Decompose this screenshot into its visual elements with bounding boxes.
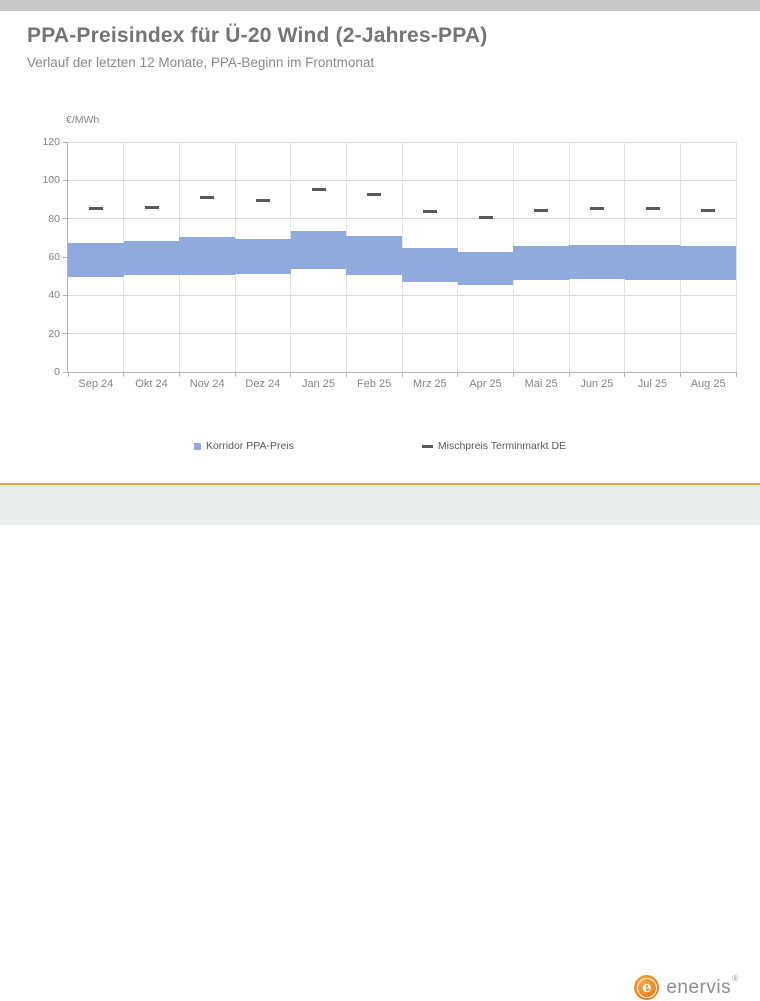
x-axis-tick [735, 372, 737, 377]
gridline-vertical [735, 142, 737, 372]
y-tick-label: 20 [48, 327, 60, 340]
corridor-band [569, 244, 625, 280]
x-tick-label: Feb 25 [357, 378, 392, 390]
x-axis-tick [512, 372, 514, 377]
x-tick-label: Jul 25 [637, 378, 668, 390]
x-axis-tick [679, 372, 681, 377]
orange-divider-line [0, 483, 760, 485]
x-axis-tick [234, 372, 236, 377]
mischpreis-dash [645, 206, 660, 210]
mischpreis-dash [144, 205, 159, 209]
corridor-band [290, 231, 347, 270]
legend-item-corridor: Korridor PPA-Preis [193, 440, 294, 452]
x-tick-label: Sep 24 [78, 378, 114, 390]
x-axis-tick [345, 372, 347, 377]
mischpreis-dash [589, 206, 604, 210]
page-title: PPA-Preisindex für Ü-20 Wind (2-Jahres-P… [27, 24, 488, 47]
x-axis-tick [457, 372, 459, 377]
y-axis-tick [63, 256, 68, 258]
y-axis-tick [63, 141, 68, 143]
logo-text: enervis [666, 977, 732, 998]
x-axis-tick [178, 372, 180, 377]
legend-label-mischpreis: Mischpreis Terminmarkt DE [437, 440, 567, 452]
footer: e enervis ® [0, 485, 760, 1000]
x-axis-tick [568, 372, 570, 377]
mischpreis-dash [367, 193, 382, 197]
x-tick-label: Jun 25 [580, 378, 614, 390]
mischpreis-dash [422, 209, 437, 213]
corridor-band [513, 245, 569, 280]
y-axis-tick [63, 333, 68, 335]
corridor-band [680, 246, 736, 280]
x-tick-label: Jan 25 [301, 378, 335, 390]
x-tick-label: Aug 25 [690, 378, 726, 390]
mischpreis-dash [255, 198, 270, 202]
x-axis-tick [624, 372, 626, 377]
corridor-band [235, 238, 291, 275]
x-axis-tick [67, 372, 69, 377]
enervis-logo: e enervis ® [634, 974, 738, 1001]
x-tick-label: Dez 24 [245, 378, 281, 390]
top-bar [0, 0, 760, 11]
registered-trademark-symbol: ® [732, 974, 738, 983]
corridor-band [346, 235, 402, 276]
mischpreis-dash [701, 208, 716, 212]
x-axis-tick [401, 372, 403, 377]
x-tick-label: Mai 25 [524, 378, 558, 390]
plot-area: 0 20 40 60 80 100 120 Sep 24 Okt 24 Nov 24 Dez 24 J… [42, 136, 737, 390]
page-subtitle: Verlauf der letzten 12 Monate, PPA-Begin… [27, 55, 375, 70]
corridor-band [123, 240, 180, 276]
corridor-band [624, 244, 681, 280]
header: PPA-Preisindex für Ü-20 Wind (2-Jahres-P… [27, 24, 487, 70]
x-axis-tick [290, 372, 292, 377]
corridor-band [179, 236, 235, 276]
legend-label-corridor: Korridor PPA-Preis [205, 440, 294, 452]
mischpreis-dash [534, 208, 549, 212]
x-tick-label: Okt 24 [135, 378, 168, 390]
x-tick-label: Apr 25 [469, 378, 502, 390]
x-tick-label: Nov 24 [189, 378, 225, 390]
corridor-band [402, 248, 458, 282]
corridor-band [68, 242, 124, 278]
mischpreis-dash [88, 206, 103, 210]
y-tick-label: 0 [54, 366, 60, 378]
y-axis-tick [63, 218, 68, 220]
y-axis-tick [63, 179, 68, 181]
logo-letter: e [642, 978, 652, 996]
mischpreis-dash [478, 216, 493, 220]
mischpreis-swatch-icon [421, 444, 433, 448]
x-tick-label: Mrz 25 [413, 378, 447, 390]
mischpreis-dash [200, 196, 215, 200]
y-tick-label: 120 [42, 136, 60, 148]
x-axis-tick [123, 372, 125, 377]
mischpreis-dash [311, 188, 326, 192]
y-axis-tick [63, 371, 68, 373]
y-axis-tick [63, 294, 68, 296]
y-tick-label: 80 [48, 212, 60, 225]
corridor-band [457, 252, 514, 285]
legend: Korridor PPA-Preis Mischpreis Terminmark… [0, 440, 760, 452]
corridor-swatch-icon [193, 442, 201, 450]
enervis-logo-icon: e [634, 975, 660, 1000]
y-tick-label: 100 [42, 174, 60, 187]
y-tick-label: 40 [48, 289, 60, 302]
y-tick-label: 60 [48, 251, 60, 263]
y-axis-unit-label: €/MWh [66, 114, 100, 126]
legend-item-mischpreis: Mischpreis Terminmarkt DE [421, 440, 567, 452]
